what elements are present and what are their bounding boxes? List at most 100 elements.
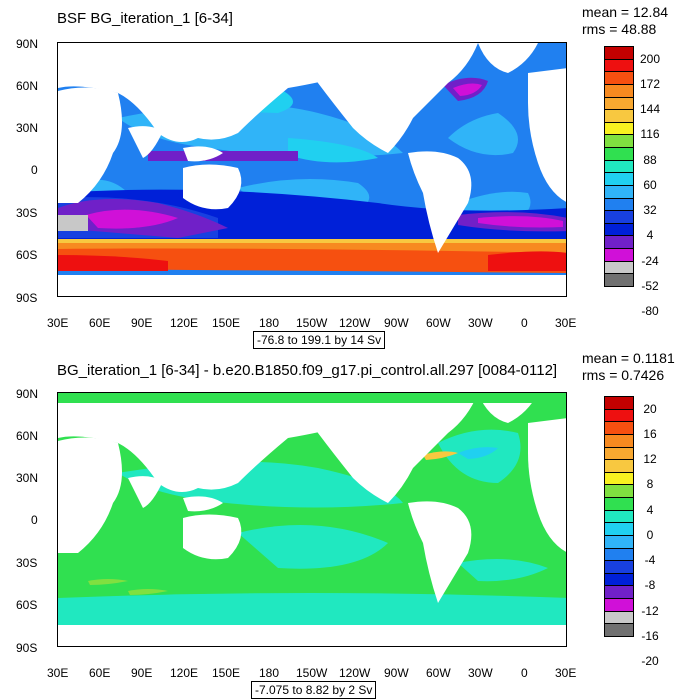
colorbar-swatch bbox=[604, 446, 634, 461]
lon-tick-label: 150W bbox=[296, 316, 328, 330]
lon-tick-label: 120W bbox=[339, 316, 371, 330]
lat-tick-label: 30S bbox=[16, 556, 38, 570]
lon-tick-label: 180 bbox=[259, 316, 280, 330]
colorbar-swatch bbox=[604, 610, 634, 625]
lon-tick-label: 90E bbox=[131, 316, 153, 330]
lon-tick-label: 0 bbox=[521, 666, 528, 680]
colorbar-label: 20 bbox=[643, 401, 657, 416]
colorbar-swatch bbox=[604, 560, 634, 574]
colorbar-swatch bbox=[604, 210, 634, 224]
colorbar-label: -52 bbox=[641, 279, 659, 293]
colorbar-label: -12 bbox=[641, 603, 659, 618]
colorbar-swatch bbox=[604, 547, 634, 562]
bsf-panel: BSF BG_iteration_1 [6-34] mean = 12.84 r… bbox=[16, 4, 669, 349]
colorbar-label: 4 bbox=[646, 502, 654, 517]
colorbar-label: 172 bbox=[639, 76, 661, 91]
map-plot bbox=[57, 392, 567, 647]
colorbar-swatch bbox=[604, 572, 634, 587]
colorbar-swatch bbox=[604, 273, 634, 287]
lat-tick-label: 0 bbox=[31, 163, 38, 177]
lat-tick-label: 90N bbox=[16, 387, 39, 401]
lon-tick-label: 120E bbox=[170, 316, 199, 330]
colorbar-swatch bbox=[604, 159, 634, 174]
colorbar-swatch bbox=[604, 260, 634, 275]
colorbar-label: -24 bbox=[641, 253, 659, 268]
colorbar-label: 16 bbox=[643, 426, 657, 441]
lat-tick-label: 30N bbox=[16, 121, 39, 135]
contour-range-label: -76.8 to 199.1 by 14 Sv bbox=[253, 331, 386, 349]
colorbar-swatch bbox=[604, 408, 634, 423]
lon-tick-label: 180 bbox=[259, 666, 280, 680]
colorbar-label: 0 bbox=[646, 527, 654, 542]
lat-tick-label: 60S bbox=[16, 248, 38, 262]
lat-tick-label: 30N bbox=[16, 471, 39, 485]
colorbar-swatch bbox=[604, 109, 634, 123]
lon-tick-label: 90E bbox=[131, 666, 153, 680]
lat-tick-label: 60N bbox=[16, 429, 39, 443]
map-plot bbox=[57, 42, 567, 297]
colorbar-swatch bbox=[604, 598, 634, 612]
rms-value: rms = 48.88 bbox=[582, 21, 657, 37]
colorbar-label: 144 bbox=[639, 102, 661, 117]
panel-title: BSF BG_iteration_1 [6-34] bbox=[57, 10, 233, 27]
colorbar-swatch bbox=[604, 471, 634, 486]
colorbar-swatch bbox=[604, 172, 634, 186]
colorbar-label: 4 bbox=[646, 228, 654, 243]
rms-value: rms = 0.7426 bbox=[582, 367, 665, 383]
colorbar-label: -16 bbox=[641, 629, 659, 643]
contour-range-label: -7.075 to 8.82 by 2 Sv bbox=[251, 681, 377, 699]
lon-tick-label: 30E bbox=[47, 316, 69, 330]
colorbar-label: -8 bbox=[644, 578, 656, 593]
colorbar bbox=[604, 396, 634, 637]
colorbar-label: 32 bbox=[643, 203, 657, 218]
lat-tick-label: 30S bbox=[16, 206, 38, 220]
lon-tick-label: 90W bbox=[384, 666, 409, 680]
colorbar-label: 60 bbox=[643, 177, 657, 192]
colorbar-swatch bbox=[604, 96, 634, 111]
colorbar-swatch bbox=[604, 71, 634, 85]
colorbar-swatch bbox=[604, 235, 634, 250]
colorbar-label: -20 bbox=[641, 654, 659, 669]
colorbar-swatch bbox=[604, 396, 634, 410]
lon-tick-label: 30W bbox=[468, 316, 493, 330]
lon-tick-label: 150W bbox=[296, 666, 328, 680]
colorbar-label: 116 bbox=[640, 127, 660, 142]
colorbar-swatch bbox=[604, 83, 634, 98]
colorbar-swatch bbox=[604, 197, 634, 212]
colorbar-swatch bbox=[604, 134, 634, 149]
lon-tick-label: 30W bbox=[468, 666, 493, 680]
colorbar bbox=[604, 46, 634, 287]
colorbar-swatch bbox=[604, 497, 634, 511]
colorbar-swatch bbox=[604, 147, 634, 161]
colorbar-swatch bbox=[604, 58, 634, 73]
lat-tick-label: 60S bbox=[16, 598, 38, 612]
lon-tick-label: 30E bbox=[47, 666, 69, 680]
colorbar-swatch bbox=[604, 121, 634, 136]
lat-tick-label: 0 bbox=[31, 513, 38, 527]
lat-tick-label: 90S bbox=[16, 291, 38, 305]
lon-tick-label: 30E bbox=[555, 316, 577, 330]
colorbar-swatch bbox=[604, 46, 634, 60]
colorbar-label: -80 bbox=[641, 304, 659, 319]
lat-tick-label: 90N bbox=[16, 37, 39, 51]
colorbar-swatch bbox=[604, 222, 634, 237]
colorbar-label: -4 bbox=[644, 553, 656, 568]
colorbar-swatch bbox=[604, 534, 634, 549]
lon-tick-label: 150E bbox=[212, 316, 241, 330]
lat-tick-label: 60N bbox=[16, 79, 39, 93]
colorbar-swatch bbox=[604, 585, 634, 600]
colorbar-swatch bbox=[604, 248, 634, 262]
colorbar-swatch bbox=[604, 433, 634, 448]
colorbar-label: 88 bbox=[643, 152, 657, 167]
lon-tick-label: 120E bbox=[170, 666, 199, 680]
panel-title: BG_iteration_1 [6-34] - b.e20.B1850.f09_… bbox=[57, 362, 558, 379]
difference-panel: BG_iteration_1 [6-34] - b.e20.B1850.f09_… bbox=[0, 350, 700, 700]
colorbar-swatch bbox=[604, 484, 634, 499]
colorbar-swatch bbox=[604, 522, 634, 536]
colorbar-swatch bbox=[604, 421, 634, 435]
mean-value: mean = 12.84 bbox=[582, 4, 669, 20]
colorbar-swatch bbox=[604, 509, 634, 524]
colorbar-label: 8 bbox=[646, 477, 654, 492]
lon-tick-label: 120W bbox=[339, 666, 371, 680]
lon-tick-label: 60E bbox=[89, 316, 111, 330]
